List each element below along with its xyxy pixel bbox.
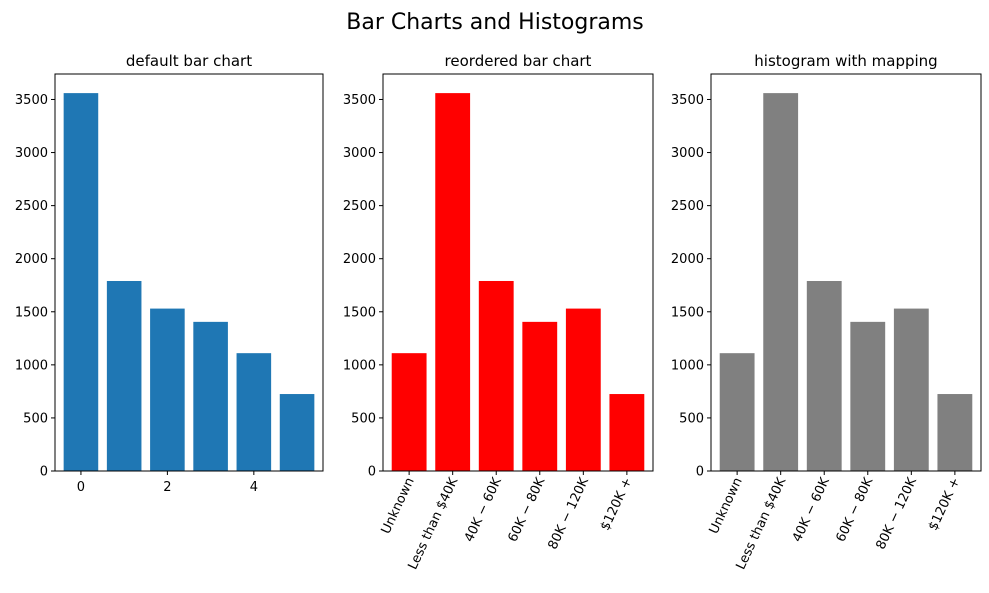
y-tick-label-2-0: 0 (368, 465, 376, 480)
y-tick-label-1-1000: 1000 (15, 358, 48, 373)
bar-3-3 (850, 321, 886, 471)
x-tick-label-1-2: 2 (163, 480, 171, 495)
bar-2-1 (435, 93, 471, 472)
bar-3-2 (806, 280, 842, 471)
axes-frame-3 (710, 73, 982, 472)
bar-1-0 (63, 93, 99, 472)
y-tick-label-2-3000: 3000 (343, 146, 376, 161)
y-tick-label-2-500: 500 (351, 411, 376, 426)
y-tick-label-2-1500: 1500 (343, 305, 376, 320)
y-tick-label-1-3000: 3000 (15, 146, 48, 161)
bar-3-5 (937, 394, 973, 471)
subplot-2-title: reordered bar chart (445, 52, 592, 70)
y-tick-label-3-2000: 2000 (671, 252, 704, 267)
subplot-1-title: default bar chart (126, 52, 252, 70)
bar-1-3 (193, 321, 228, 471)
y-tick-label-3-500: 500 (679, 411, 704, 426)
y-tick-label-3-1000: 1000 (671, 358, 704, 373)
axes-frame-1 (54, 73, 324, 472)
bar-2-4 (565, 308, 601, 471)
bar-2-0 (391, 353, 427, 471)
y-tick-label-2-1000: 1000 (343, 358, 376, 373)
y-tick-label-1-500: 500 (23, 411, 48, 426)
bar-3-1 (763, 93, 799, 472)
bar-1-1 (106, 280, 142, 471)
subplot-3-title: histogram with mapping (754, 52, 937, 70)
y-tick-label-3-2500: 2500 (671, 199, 704, 214)
bar-1-5 (279, 394, 315, 471)
y-tick-label-3-1500: 1500 (671, 305, 704, 320)
y-tick-label-2-2500: 2500 (343, 199, 376, 214)
y-tick-label-2-2000: 2000 (343, 252, 376, 267)
y-tick-label-2-3500: 3500 (343, 93, 376, 108)
y-tick-label-1-2000: 2000 (15, 252, 48, 267)
bar-1-4 (236, 353, 272, 471)
y-tick-label-1-3500: 3500 (15, 93, 48, 108)
axes-frame-2 (382, 73, 654, 472)
bar-1-2 (150, 308, 185, 471)
bar-2-5 (609, 394, 645, 471)
bar-3-0 (719, 353, 755, 471)
y-tick-label-1-1500: 1500 (15, 305, 48, 320)
bar-2-2 (478, 280, 514, 471)
y-tick-label-1-2500: 2500 (15, 199, 48, 214)
y-tick-label-3-0: 0 (696, 465, 704, 480)
bar-3-4 (893, 308, 929, 471)
bar-2-3 (522, 321, 558, 471)
subplot-1: default bar chart 0 500 1000 1500 2000 2500 30… (15, 52, 324, 495)
y-tick-label-1-0: 0 (40, 465, 48, 480)
figure-title: Bar Charts and Histograms (346, 10, 644, 35)
x-tick-label-1-0: 0 (77, 480, 85, 495)
y-tick-label-3-3500: 3500 (671, 93, 704, 108)
y-tick-label-3-3000: 3000 (671, 146, 704, 161)
x-tick-label-1-4: 4 (250, 480, 258, 495)
subplot-1-marks: 0 500 1000 1500 2000 2500 3000 3500 0 2 4 (15, 73, 324, 495)
